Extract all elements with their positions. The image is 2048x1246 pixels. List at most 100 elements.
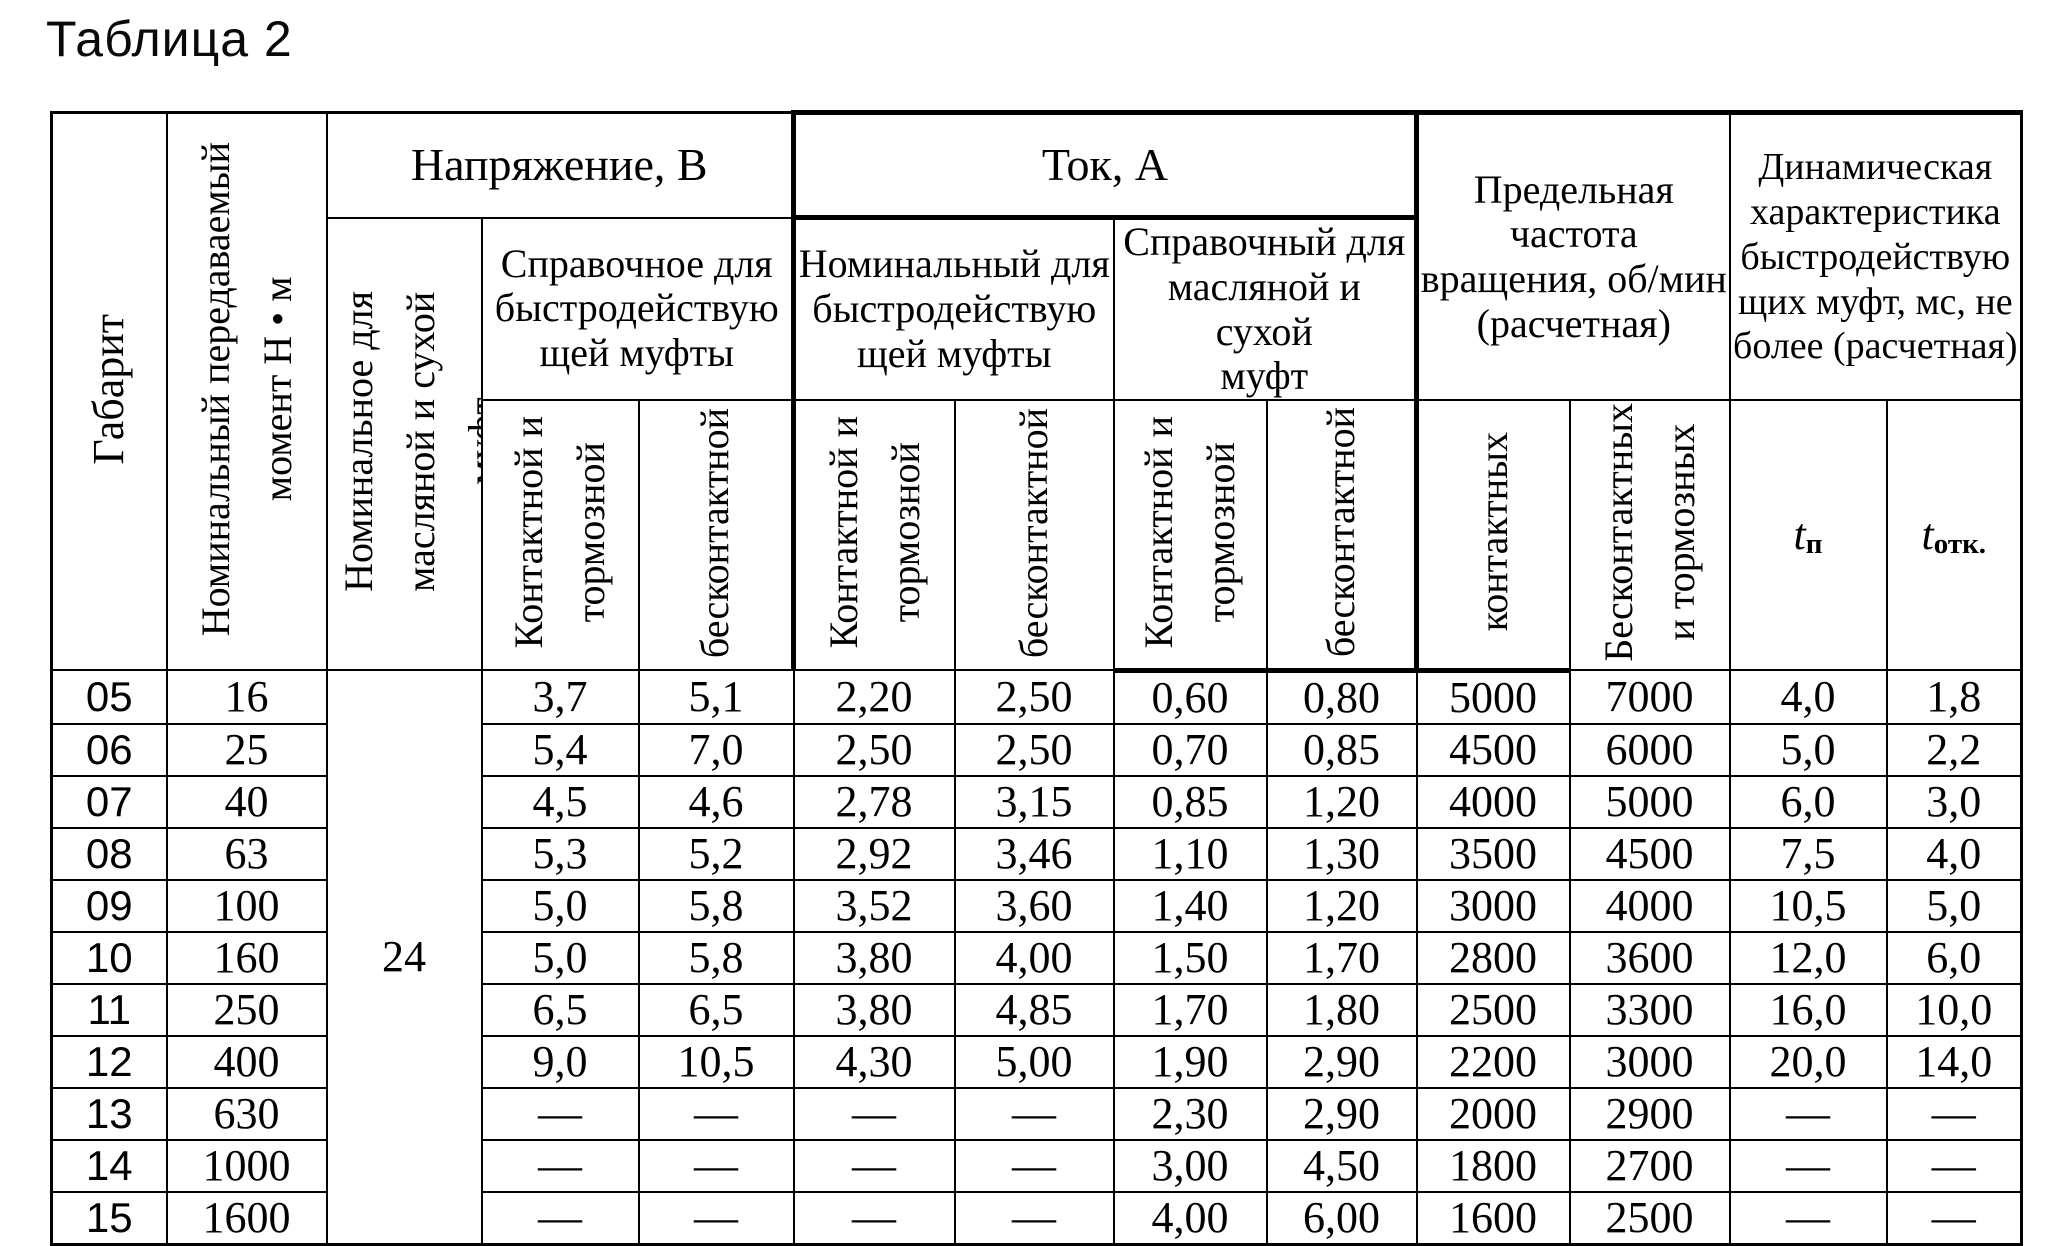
cell: 5,8 bbox=[637, 878, 795, 933]
header-voltage-contact-brake: Контактной и тормозной bbox=[480, 399, 640, 672]
cell: 0,85 bbox=[1112, 774, 1268, 829]
cell: 3000 bbox=[1568, 1034, 1731, 1089]
cell: 1,10 bbox=[1112, 826, 1268, 881]
table-row: 10 160 5,0 5,8 3,80 4,00 1,50 1,70 2800 3600 12,0 6… bbox=[50, 930, 2023, 985]
header-speed-contactless-brake-label: Бесконтактных и тормозных bbox=[1595, 403, 1703, 663]
cell: 3,60 bbox=[953, 878, 1115, 933]
cell: 1,50 bbox=[1112, 930, 1268, 985]
cell: 2,20 bbox=[792, 669, 956, 725]
cell: — bbox=[637, 1190, 795, 1246]
cell: 0,80 bbox=[1265, 669, 1418, 725]
data-table: Габарит Номинальный передаваемый момент … bbox=[50, 110, 2024, 1246]
cell: 3,46 bbox=[953, 826, 1115, 881]
header-current-ref-contact-brake: Контактной и тормозной bbox=[1112, 399, 1268, 673]
cell: 4,6 bbox=[637, 774, 795, 829]
cell: 2,50 bbox=[953, 669, 1115, 725]
table-row: 07 40 4,5 4,6 2,78 3,15 0,85 1,20 4000 5000 6,0 3,0 bbox=[50, 774, 2023, 829]
cell: 5000 bbox=[1415, 669, 1571, 725]
cell: 10,5 bbox=[1728, 878, 1888, 933]
cell: 25 bbox=[165, 722, 328, 777]
cell: 6000 bbox=[1568, 722, 1731, 777]
cell: 08 bbox=[50, 826, 168, 881]
cell: 05 bbox=[50, 669, 168, 725]
table-row: 12 400 9,0 10,5 4,30 5,00 1,90 2,90 2200 3000 20,0… bbox=[50, 1034, 2023, 1089]
header-current-ref-oil-dry: Справочный для масляной и сухой муфт bbox=[1112, 216, 1420, 402]
cell: 4,0 bbox=[1728, 669, 1888, 725]
cell: — bbox=[637, 1086, 795, 1141]
cell: — bbox=[953, 1086, 1115, 1141]
cell: 5,4 bbox=[480, 722, 640, 777]
cell: 6,0 bbox=[1885, 930, 2023, 985]
cell: 4,00 bbox=[953, 930, 1115, 985]
cell: 16,0 bbox=[1728, 982, 1888, 1037]
cell: 3600 bbox=[1568, 930, 1731, 985]
cell: 3,80 bbox=[792, 982, 956, 1037]
header-voltage-nominal-oil-dry: Номинальное для масляной и сухой муфт bbox=[325, 216, 483, 672]
table-row: 11 250 6,5 6,5 3,80 4,85 1,70 1,80 2500 3300 16,0 1… bbox=[50, 982, 2023, 1037]
t-on-symbol: t bbox=[1793, 510, 1806, 560]
cell: 12,0 bbox=[1728, 930, 1888, 985]
cell: 1600 bbox=[1415, 1190, 1571, 1246]
cell: 7000 bbox=[1568, 669, 1731, 725]
cell: — bbox=[1885, 1190, 2023, 1246]
cell: 160 bbox=[165, 930, 328, 985]
cell: — bbox=[480, 1086, 640, 1141]
cell: — bbox=[953, 1138, 1115, 1193]
cell: 4000 bbox=[1415, 774, 1571, 829]
cell: 1,20 bbox=[1265, 774, 1418, 829]
cell: 13 bbox=[50, 1086, 168, 1141]
t-off-symbol: t bbox=[1921, 510, 1934, 560]
cell: 12 bbox=[50, 1034, 168, 1089]
t-on-subscript: п bbox=[1805, 528, 1823, 561]
cell: 2,50 bbox=[953, 722, 1115, 777]
cell: 5,0 bbox=[1885, 878, 2023, 933]
table-row: 06 25 5,4 7,0 2,50 2,50 0,70 0,85 4500 6000 5,0 2,2 bbox=[50, 722, 2023, 777]
cell: — bbox=[637, 1138, 795, 1193]
cell: 4000 bbox=[1568, 878, 1731, 933]
cell: 5,00 bbox=[953, 1034, 1115, 1089]
cell: 5,3 bbox=[480, 826, 640, 881]
header-gabarit: Габарит bbox=[50, 111, 168, 672]
header-dynamic-group: Динамическая характеристика быстродейств… bbox=[1728, 110, 2023, 402]
cell: — bbox=[1728, 1138, 1888, 1193]
header-t-on: tп bbox=[1728, 399, 1888, 672]
cell: 63 bbox=[165, 826, 328, 881]
header-current-nominal-contact-brake-label: Контактной и тормозной bbox=[820, 416, 928, 649]
cell: 250 bbox=[165, 982, 328, 1037]
cell: 3,7 bbox=[480, 669, 640, 725]
cell: 2,78 bbox=[792, 774, 956, 829]
cell: 6,5 bbox=[480, 982, 640, 1037]
cell: 1,40 bbox=[1112, 878, 1268, 933]
table-row: 09 100 5,0 5,8 3,52 3,60 1,40 1,20 3000 4000 10,5 5… bbox=[50, 878, 2023, 933]
header-speed-contact-label: контактных bbox=[1470, 432, 1516, 632]
header-speed-contact: контактных bbox=[1415, 399, 1571, 673]
header-speed-limit-group: Предельная частота вращения, об/мин (рас… bbox=[1415, 110, 1731, 402]
cell: 06 bbox=[50, 722, 168, 777]
cell: 100 bbox=[165, 878, 328, 933]
header-current-nominal-fast: Номинальный для быстродействую щей муфты bbox=[791, 216, 1115, 402]
header-speed-contactless-brake: Бесконтактных и тормозных bbox=[1568, 399, 1731, 672]
cell: 4,50 bbox=[1265, 1138, 1418, 1193]
cell: 2,30 bbox=[1112, 1086, 1268, 1141]
header-gabarit-label: Габарит bbox=[84, 313, 134, 465]
cell: 630 bbox=[165, 1086, 328, 1141]
cell: — bbox=[480, 1138, 640, 1193]
cell: — bbox=[1885, 1138, 2023, 1193]
cell: 5,1 bbox=[637, 669, 795, 725]
cell: 09 bbox=[50, 878, 168, 933]
cell: 07 bbox=[50, 774, 168, 829]
cell: 14,0 bbox=[1885, 1034, 2023, 1089]
cell: 9,0 bbox=[480, 1034, 640, 1089]
cell: 5,0 bbox=[480, 930, 640, 985]
header-voltage-ref-fast: Справочное для быстродействую щей муфты bbox=[480, 216, 795, 402]
cell: 6,5 bbox=[637, 982, 795, 1037]
cell: 3,52 bbox=[792, 878, 956, 933]
page-title: Таблица 2 bbox=[46, 11, 293, 67]
cell: 5,0 bbox=[1728, 722, 1888, 777]
cell: 40 bbox=[165, 774, 328, 829]
cell: 4,5 bbox=[480, 774, 640, 829]
cell: 2,50 bbox=[792, 722, 956, 777]
header-voltage-contactless-label: бесконтактной bbox=[692, 407, 738, 658]
cell: — bbox=[792, 1086, 956, 1141]
cell: 1,8 bbox=[1885, 669, 2023, 725]
